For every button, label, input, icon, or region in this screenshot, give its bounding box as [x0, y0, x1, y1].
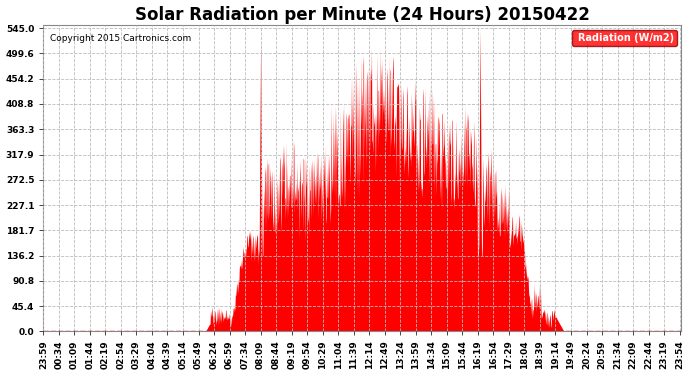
Text: Copyright 2015 Cartronics.com: Copyright 2015 Cartronics.com	[50, 34, 191, 43]
Legend: Radiation (W/m2): Radiation (W/m2)	[572, 30, 677, 46]
Title: Solar Radiation per Minute (24 Hours) 20150422: Solar Radiation per Minute (24 Hours) 20…	[135, 6, 590, 24]
